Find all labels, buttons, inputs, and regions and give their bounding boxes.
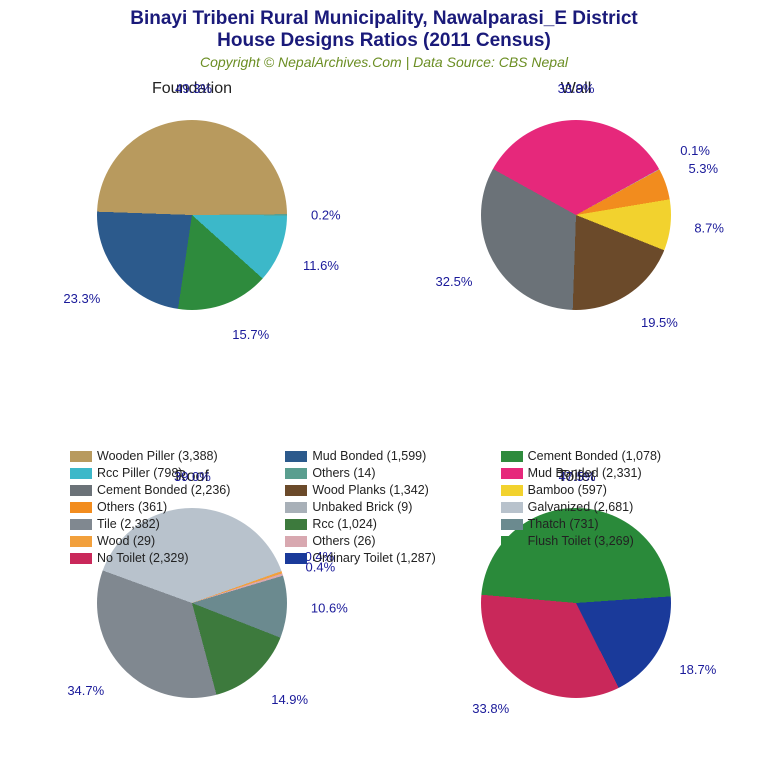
legend-label: Others (26) — [312, 533, 375, 549]
pct-label: 14.9% — [271, 692, 308, 707]
pie-wrap-wall: 33.9%0.1%5.3%8.7%19.5%32.5% — [384, 100, 768, 330]
legend-swatch — [501, 485, 523, 496]
legend-swatch — [501, 468, 523, 479]
legend-label: Unbaked Brick (9) — [312, 499, 412, 515]
legend-item: Cement Bonded (2,236) — [70, 482, 279, 498]
legend-item: Thatch (731) — [501, 516, 710, 532]
legend-item: Tile (2,382) — [70, 516, 279, 532]
legend-swatch — [70, 485, 92, 496]
pct-label: 10.6% — [311, 600, 348, 615]
legend-label: Rcc (1,024) — [312, 516, 377, 532]
legend-item: Bamboo (597) — [501, 482, 710, 498]
legend-swatch — [285, 468, 307, 479]
legend-label: Bamboo (597) — [528, 482, 607, 498]
legend-item: Unbaked Brick (9) — [285, 499, 494, 515]
title-line2: House Designs Ratios (2011 Census) — [0, 30, 768, 52]
legend-item: Wood Planks (1,342) — [285, 482, 494, 498]
legend-swatch — [501, 451, 523, 462]
legend-label: Cement Bonded (2,236) — [97, 482, 230, 498]
legend-item: Flush Toilet (3,269) — [501, 533, 710, 549]
subtitle: Copyright © NepalArchives.Com | Data Sou… — [0, 54, 768, 70]
legend-item: Rcc (1,024) — [285, 516, 494, 532]
legend-label: Others (361) — [97, 499, 167, 515]
legend-swatch — [70, 519, 92, 530]
pct-label: 0.2% — [311, 207, 341, 222]
title-line1: Binayi Tribeni Rural Municipality, Nawal… — [0, 8, 768, 30]
pct-label: 33.9% — [558, 81, 595, 96]
pct-label: 19.5% — [641, 315, 678, 330]
title-block: Binayi Tribeni Rural Municipality, Nawal… — [0, 0, 768, 70]
pct-label: 8.7% — [694, 220, 724, 235]
legend-item: Wooden Piller (3,388) — [70, 448, 279, 464]
chart-grid: Foundation 49.3%0.2%11.6%15.7%23.3% Wall… — [0, 70, 768, 750]
pct-label: 5.3% — [688, 161, 718, 176]
legend-swatch — [285, 536, 307, 547]
legend-item: Galvanized (2,681) — [501, 499, 710, 515]
pie — [97, 120, 287, 310]
legend-item: Mud Bonded (2,331) — [501, 465, 710, 481]
legend-swatch — [501, 536, 523, 547]
legend-item: Rcc Piller (798) — [70, 465, 279, 481]
legend-item: Mud Bonded (1,599) — [285, 448, 494, 464]
legend-label: Rcc Piller (798) — [97, 465, 182, 481]
legend-item: Cement Bonded (1,078) — [501, 448, 710, 464]
legend-label: Wood Planks (1,342) — [312, 482, 429, 498]
pct-label: 18.7% — [679, 662, 716, 677]
legend-swatch — [285, 485, 307, 496]
legend: Wooden Piller (3,388) Mud Bonded (1,599) C… — [70, 448, 710, 566]
pct-label: 11.6% — [303, 258, 339, 273]
legend-label: No Toilet (2,329) — [97, 550, 189, 566]
legend-swatch — [285, 553, 307, 564]
pie-wrap-foundation: 49.3%0.2%11.6%15.7%23.3% — [0, 100, 384, 330]
pct-label: 49.3% — [175, 81, 212, 96]
legend-swatch — [70, 553, 92, 564]
legend-label: Ordinary Toilet (1,287) — [312, 550, 435, 566]
pct-label: 33.8% — [472, 701, 509, 716]
legend-label: Others (14) — [312, 465, 375, 481]
chart-wall: Wall 33.9%0.1%5.3%8.7%19.5%32.5% — [384, 80, 768, 380]
legend-swatch — [285, 502, 307, 513]
legend-label: Wooden Piller (3,388) — [97, 448, 218, 464]
pct-label: 34.7% — [67, 683, 104, 698]
legend-label: Thatch (731) — [528, 516, 599, 532]
pct-label: 23.3% — [63, 291, 100, 306]
legend-swatch — [70, 502, 92, 513]
legend-swatch — [285, 519, 307, 530]
legend-label: Galvanized (2,681) — [528, 499, 634, 515]
legend-label: Flush Toilet (3,269) — [528, 533, 634, 549]
legend-swatch — [285, 451, 307, 462]
legend-swatch — [501, 502, 523, 513]
pct-label: 0.1% — [680, 143, 710, 158]
legend-swatch — [70, 536, 92, 547]
legend-item: Others (14) — [285, 465, 494, 481]
legend-item: No Toilet (2,329) — [70, 550, 279, 566]
legend-swatch — [70, 451, 92, 462]
legend-item: Others (361) — [70, 499, 279, 515]
legend-label: Wood (29) — [97, 533, 155, 549]
legend-item: Wood (29) — [70, 533, 279, 549]
legend-swatch — [501, 519, 523, 530]
legend-item: Ordinary Toilet (1,287) — [285, 550, 494, 566]
pct-label: 32.5% — [436, 274, 473, 289]
legend-label: Cement Bonded (1,078) — [528, 448, 661, 464]
legend-label: Mud Bonded (1,599) — [312, 448, 426, 464]
legend-label: Tile (2,382) — [97, 516, 160, 532]
chart-foundation: Foundation 49.3%0.2%11.6%15.7%23.3% — [0, 80, 384, 380]
pct-label: 15.7% — [232, 327, 269, 342]
legend-label: Mud Bonded (2,331) — [528, 465, 642, 481]
legend-item: Others (26) — [285, 533, 494, 549]
pie — [481, 120, 671, 310]
legend-swatch — [70, 468, 92, 479]
